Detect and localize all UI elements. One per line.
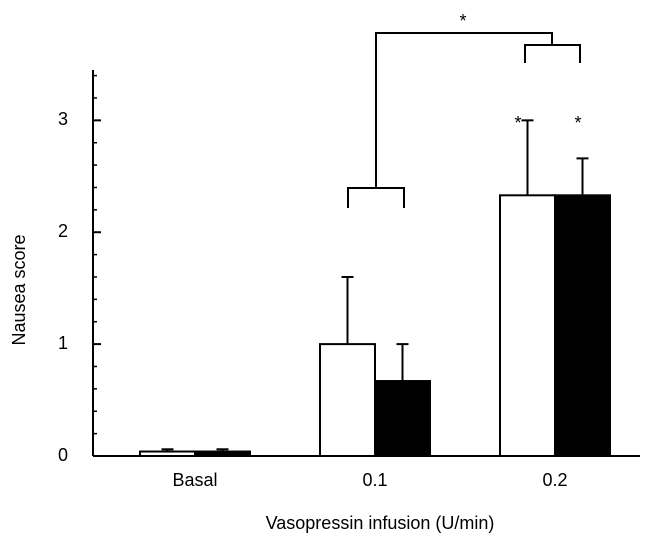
bar bbox=[319, 343, 376, 457]
bar bbox=[499, 194, 556, 457]
bracket bbox=[524, 44, 581, 63]
y-tick-label: 0 bbox=[58, 445, 68, 465]
bar bbox=[554, 194, 611, 457]
y-axis-label: Nausea score bbox=[9, 234, 29, 345]
bar bbox=[139, 450, 196, 457]
x-tick-label: Basal bbox=[172, 470, 217, 490]
y-tick-label: 1 bbox=[58, 333, 68, 353]
significance-star: * bbox=[574, 113, 581, 133]
bar bbox=[374, 380, 431, 458]
significance-star: * bbox=[459, 11, 466, 31]
bar bbox=[194, 450, 251, 457]
x-tick-label: 0.1 bbox=[362, 470, 387, 490]
y-tick-label: 3 bbox=[58, 109, 68, 129]
significance-star: * bbox=[514, 113, 521, 133]
x-axis-label: Vasopressin infusion (U/min) bbox=[266, 513, 495, 533]
x-tick-label: 0.2 bbox=[542, 470, 567, 490]
bracket bbox=[347, 187, 405, 208]
bracket bbox=[375, 32, 553, 188]
significance-brackets bbox=[347, 32, 581, 208]
y-tick-label: 2 bbox=[58, 221, 68, 241]
